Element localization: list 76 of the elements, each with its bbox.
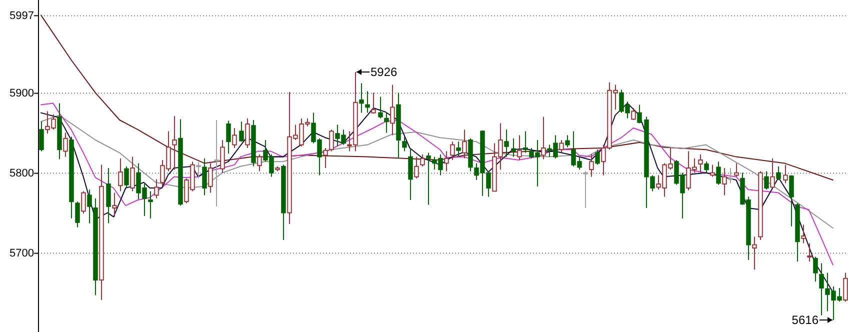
candlestick [232, 128, 237, 148]
candlestick [390, 84, 395, 136]
candlestick [112, 192, 117, 218]
candlestick [329, 129, 334, 152]
candlestick [770, 158, 775, 188]
candlestick [420, 154, 425, 167]
candlestick [323, 148, 328, 168]
candlestick [365, 90, 370, 114]
candlestick [807, 242, 812, 262]
candlestick [202, 158, 207, 196]
candlestick [118, 158, 123, 192]
candlestick [565, 134, 570, 148]
candlestick [87, 189, 92, 224]
candlestick [801, 224, 806, 244]
y-tick-label: 5700 [10, 248, 34, 260]
y-tick-label: 5800 [10, 168, 34, 180]
candlestick [63, 132, 68, 158]
candlestick [456, 141, 461, 158]
y-tick-label: 5900 [10, 88, 34, 100]
candlestick [698, 154, 703, 174]
candlestick [371, 92, 376, 114]
candlestick [214, 120, 219, 207]
candlestick [378, 96, 383, 119]
candlestick [517, 134, 522, 160]
candlestick [541, 116, 546, 160]
candlestick [511, 138, 516, 158]
candlestick [257, 154, 262, 172]
candlestick [595, 149, 600, 166]
candlestick [239, 121, 244, 142]
candlestick [39, 121, 44, 152]
candlestick [752, 236, 757, 270]
candlestick [148, 190, 153, 219]
candlestick [124, 166, 129, 188]
candlestick [589, 154, 594, 178]
candlestick [559, 140, 564, 154]
y-tick-label: 5997 [10, 10, 34, 22]
candlestick [722, 168, 727, 196]
candlestick [504, 129, 509, 158]
candlestick [734, 162, 739, 178]
candlestick [716, 161, 721, 186]
line-series [40, 14, 834, 180]
candlestick [704, 161, 709, 174]
candlestick [523, 130, 528, 154]
candlestick [220, 140, 225, 174]
candlestick [637, 104, 642, 124]
candlestick [789, 174, 794, 227]
candlestick [384, 112, 389, 134]
candlestick [226, 120, 231, 154]
candlestick [172, 116, 177, 170]
candlestick [81, 190, 86, 214]
candlestick [208, 162, 213, 194]
candlestick [764, 170, 769, 190]
candlestick [408, 148, 413, 200]
candlestick [710, 164, 715, 178]
candlestick [819, 262, 824, 316]
annotation: 5616 [792, 313, 819, 328]
candlestick [75, 201, 80, 228]
candlestick [583, 170, 588, 208]
annotation: 5926 [370, 65, 398, 80]
candlestick [414, 156, 419, 179]
candlestick [783, 164, 788, 184]
candlestick [776, 166, 781, 180]
candlestick [106, 168, 111, 224]
candlestick [130, 156, 135, 192]
candlestick [813, 256, 818, 282]
candlestick [359, 82, 364, 114]
candlestick [444, 150, 449, 172]
candlestick [450, 141, 455, 160]
candlestick [728, 168, 733, 184]
candlestick [245, 118, 250, 148]
candlestick [631, 108, 636, 120]
candlestick [426, 152, 431, 206]
candlestick [154, 178, 159, 199]
candlestick [402, 136, 407, 152]
candlestick [196, 162, 201, 179]
candlestick [462, 129, 467, 159]
